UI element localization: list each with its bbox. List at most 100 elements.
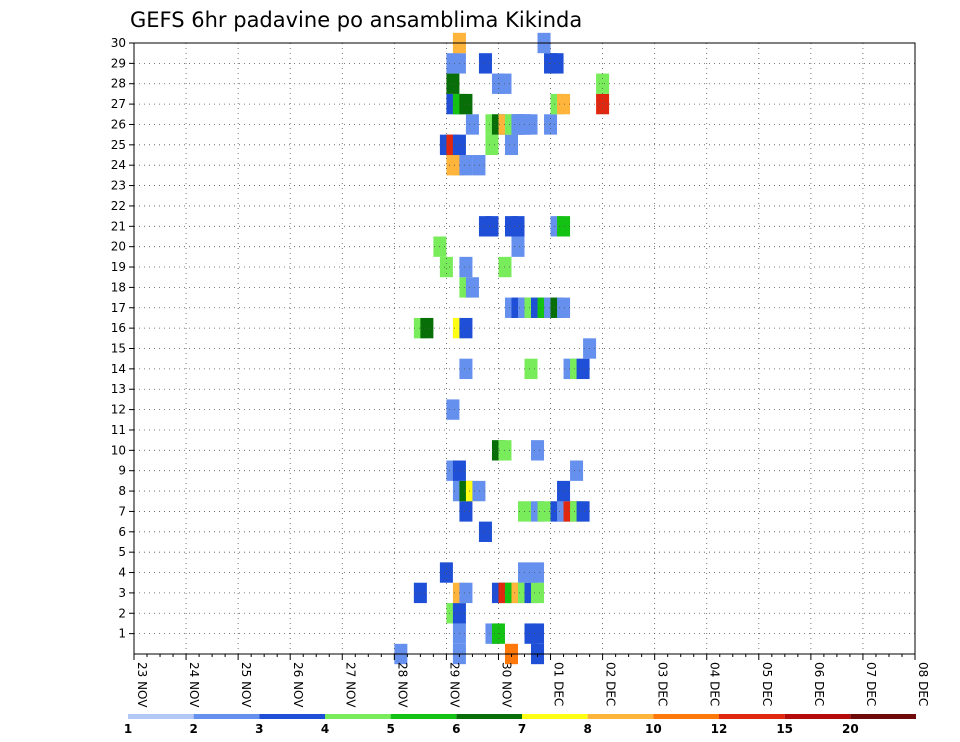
y-axis: 1234567891011121314151617181920212223242… — [111, 36, 134, 641]
legend-swatch — [128, 714, 194, 719]
x-tick-label: 06 DEC — [812, 662, 826, 706]
legend-swatch — [719, 714, 785, 719]
y-tick-label: 15 — [111, 342, 126, 356]
legend-swatch — [522, 714, 588, 719]
chart-title: GEFS 6hr padavine po ansamblima Kikinda — [130, 8, 582, 32]
x-tick-label: 02 DEC — [604, 662, 618, 706]
precip-cell — [439, 256, 453, 278]
precip-cell — [465, 114, 479, 135]
legend-swatch — [456, 714, 522, 719]
precip-cell — [511, 216, 525, 237]
legend-swatch — [784, 714, 851, 719]
precip-cell — [504, 134, 518, 156]
y-tick-label: 29 — [111, 56, 126, 70]
y-tick-label: 19 — [111, 260, 126, 274]
precip-cell — [485, 134, 499, 156]
legend-swatch — [325, 714, 391, 719]
y-tick-label: 30 — [111, 36, 126, 50]
legend-label: 1 — [124, 722, 132, 736]
precip-cell — [550, 53, 564, 74]
precip-cell — [576, 358, 590, 380]
precip-cell — [439, 562, 453, 583]
y-tick-label: 5 — [118, 545, 126, 559]
legend-label: 12 — [711, 722, 728, 736]
x-tick-label: 07 DEC — [864, 662, 878, 706]
precip-cell — [544, 114, 558, 135]
precip-cell — [459, 93, 473, 115]
y-tick-label: 26 — [111, 117, 126, 131]
y-tick-label: 13 — [111, 382, 126, 396]
y-tick-label: 27 — [111, 97, 126, 111]
precip-cell — [446, 399, 460, 420]
legend-label: 20 — [842, 722, 859, 736]
precip-cell — [478, 521, 492, 542]
legend-label: 10 — [645, 722, 662, 736]
y-tick-label: 17 — [111, 301, 126, 315]
y-tick-label: 4 — [118, 566, 126, 580]
legend-label: 6 — [452, 722, 460, 736]
y-tick-label: 6 — [118, 525, 126, 539]
legend-swatch — [193, 714, 260, 719]
y-tick-label: 11 — [111, 423, 126, 437]
y-tick-label: 18 — [111, 280, 126, 294]
x-tick-label: 30 NOV — [499, 662, 513, 708]
precip-cell — [524, 114, 538, 135]
y-tick-label: 2 — [118, 606, 126, 620]
grid-layer — [134, 43, 915, 654]
precip-cell — [459, 501, 473, 522]
legend-label: 8 — [583, 722, 591, 736]
precip-cell — [557, 297, 571, 318]
x-tick-label: 29 NOV — [447, 662, 461, 708]
y-tick-label: 9 — [118, 464, 126, 478]
precip-cell — [459, 155, 473, 176]
legend-swatch — [390, 714, 457, 719]
y-tick-label: 3 — [118, 586, 126, 600]
legend-swatch — [259, 714, 325, 719]
x-tick-label: 25 NOV — [239, 662, 253, 708]
precip-cell — [465, 277, 479, 298]
x-tick-label: 08 DEC — [916, 662, 930, 706]
precip-cell — [557, 216, 571, 237]
legend-label: 5 — [386, 722, 394, 736]
precip-cell — [485, 216, 499, 237]
legend-swatch — [653, 714, 719, 719]
y-tick-label: 12 — [111, 403, 126, 417]
precip-cell — [596, 93, 610, 115]
precip-cell — [557, 480, 571, 502]
x-tick-label: 23 NOV — [135, 662, 149, 708]
x-axis: 23 NOV 24 NOV 25 NOV 26 NOV 27 NOV 28 NOV 29 N… — [133, 654, 930, 708]
cells-layer — [394, 32, 610, 665]
legend-label: 2 — [189, 722, 197, 736]
legend-swatch — [850, 714, 916, 719]
legend-label: 7 — [518, 722, 526, 736]
precip-cell — [531, 440, 545, 461]
y-tick-label: 1 — [118, 627, 126, 641]
y-tick-label: 25 — [111, 138, 126, 152]
x-tick-label: 28 NOV — [395, 662, 409, 708]
x-tick-label: 27 NOV — [343, 662, 357, 708]
x-tick-label: 24 NOV — [187, 662, 201, 708]
precip-cell — [557, 93, 571, 115]
precip-cell — [459, 256, 473, 278]
y-tick-label: 14 — [111, 362, 126, 376]
precip-cell — [511, 114, 525, 135]
precip-cell — [459, 358, 473, 380]
legend-swatch — [587, 714, 654, 719]
precip-cell — [459, 317, 473, 339]
y-tick-label: 7 — [118, 504, 126, 518]
x-tick-label: 05 DEC — [760, 662, 774, 706]
legend-label: 4 — [321, 722, 329, 736]
legend-label: 3 — [255, 722, 263, 736]
precip-cell — [531, 582, 545, 604]
y-tick-label: 24 — [111, 158, 126, 172]
legend-label: 15 — [776, 722, 793, 736]
precip-cell — [524, 358, 538, 380]
y-tick-label: 16 — [111, 321, 126, 335]
x-tick-label: 26 NOV — [291, 662, 305, 708]
y-tick-label: 21 — [111, 219, 126, 233]
y-tick-label: 28 — [111, 77, 126, 91]
y-tick-label: 22 — [111, 199, 126, 213]
precip-cell — [446, 73, 460, 94]
legend: 1 2 3 4 5 6 7 8 10 12 15 20 — [124, 714, 916, 736]
